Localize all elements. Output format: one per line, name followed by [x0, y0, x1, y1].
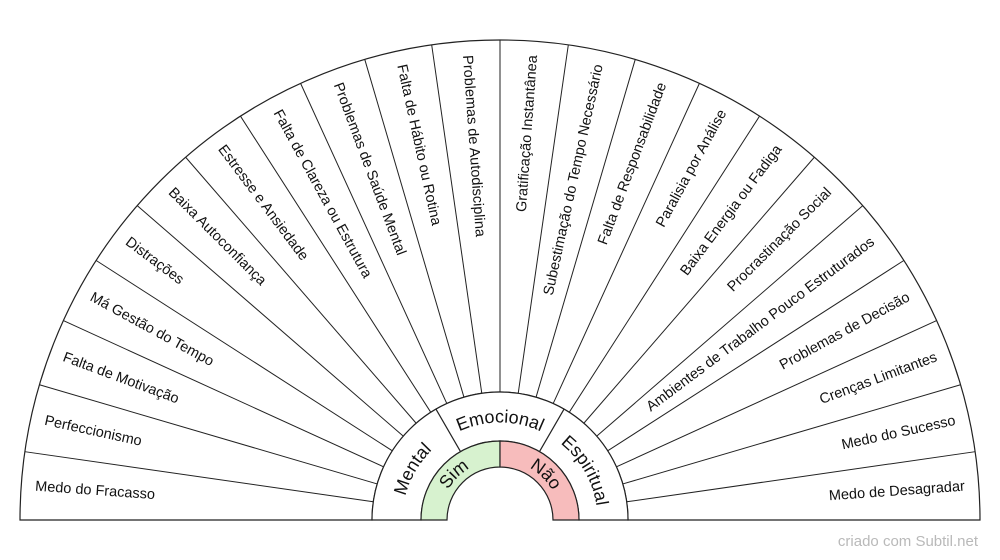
sector-divider	[136, 205, 404, 437]
sector-divider	[39, 384, 378, 485]
sector-divider	[596, 205, 864, 437]
answer-segment	[499, 440, 580, 521]
sector-divider	[616, 320, 937, 468]
sector-divider	[364, 59, 465, 398]
sector-divider	[300, 83, 448, 404]
sector-divider	[622, 384, 961, 485]
credit-text: criado com Subtil.net	[837, 533, 978, 550]
sector-divider	[431, 44, 483, 394]
sector-divider	[568, 115, 760, 413]
sector-lines	[19, 39, 981, 521]
sector-divider	[240, 115, 432, 413]
sector-divider	[552, 83, 700, 404]
sector-divider	[185, 156, 417, 424]
sector-divider	[24, 451, 374, 503]
sector-divider	[535, 59, 636, 398]
sector-divider	[63, 320, 384, 468]
sector-divider	[95, 260, 393, 452]
answer-ring: Sim Não	[420, 440, 580, 521]
sector-divider	[517, 44, 569, 394]
sector-divider	[583, 156, 815, 424]
sector-divider	[626, 451, 976, 503]
category-divider	[538, 408, 565, 452]
category-divider	[435, 408, 462, 452]
sector-divider	[607, 260, 905, 452]
